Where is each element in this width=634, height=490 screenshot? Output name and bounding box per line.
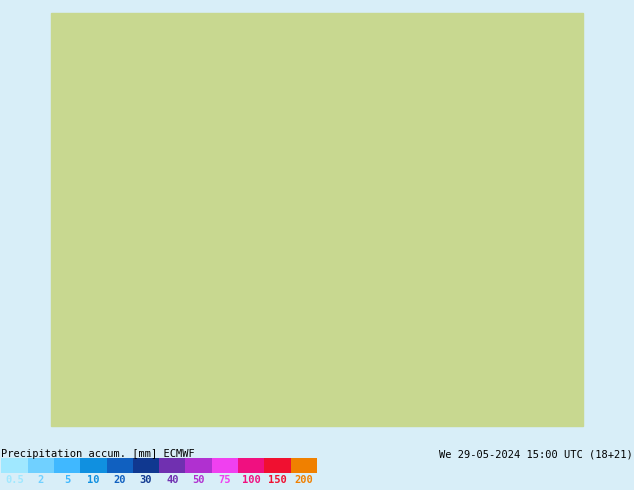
Text: 40: 40 bbox=[166, 475, 179, 485]
Text: 50: 50 bbox=[192, 475, 205, 485]
Bar bbox=[264, 458, 290, 472]
Text: 2: 2 bbox=[37, 475, 44, 485]
Bar bbox=[186, 458, 212, 472]
Text: Precipitation accum. [mm] ECMWF: Precipitation accum. [mm] ECMWF bbox=[1, 449, 195, 459]
Bar bbox=[1, 458, 28, 472]
Text: 30: 30 bbox=[139, 475, 152, 485]
Text: 200: 200 bbox=[294, 475, 313, 485]
Bar bbox=[133, 458, 159, 472]
Text: 10: 10 bbox=[87, 475, 100, 485]
Text: We 29-05-2024 15:00 UTC (18+21): We 29-05-2024 15:00 UTC (18+21) bbox=[439, 449, 633, 459]
Bar bbox=[80, 458, 107, 472]
Bar bbox=[51, 13, 583, 426]
Bar bbox=[159, 458, 185, 472]
Bar bbox=[54, 458, 80, 472]
Bar bbox=[107, 458, 133, 472]
Text: 100: 100 bbox=[242, 475, 261, 485]
Bar bbox=[212, 458, 238, 472]
Text: 75: 75 bbox=[219, 475, 231, 485]
Bar bbox=[28, 458, 54, 472]
Bar bbox=[238, 458, 264, 472]
Text: 20: 20 bbox=[113, 475, 126, 485]
Text: 5: 5 bbox=[64, 475, 70, 485]
Text: 150: 150 bbox=[268, 475, 287, 485]
Bar bbox=[290, 458, 317, 472]
Text: 0.5: 0.5 bbox=[5, 475, 24, 485]
